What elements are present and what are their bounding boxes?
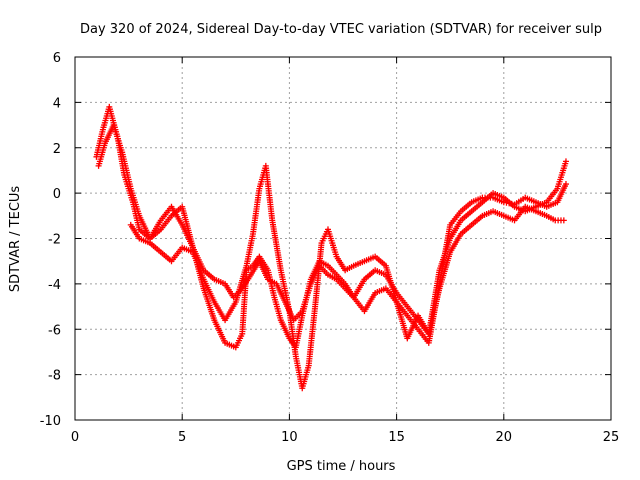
data-point	[560, 217, 567, 224]
series-track-a	[93, 103, 569, 351]
x-tick-label: 5	[178, 430, 186, 445]
series-track-b	[95, 122, 569, 337]
data-points	[93, 103, 569, 392]
y-tick-label: -8	[48, 369, 61, 384]
chart-title: Day 320 of 2024, Sidereal Day-to-day VTE…	[80, 22, 602, 37]
x-tick-label: 20	[496, 430, 513, 445]
y-tick-label: -10	[40, 414, 61, 429]
x-tick-label: 10	[281, 430, 298, 445]
data-point	[562, 181, 569, 188]
x-tick-label: 15	[388, 430, 405, 445]
y-tick-label: 0	[53, 187, 61, 202]
y-tick-label: 2	[53, 142, 61, 157]
y-tick-label: -2	[48, 233, 61, 248]
y-tick-label: 4	[53, 96, 61, 111]
axis-ticks: 0 5 10 15 20 25 -10 -8 -6 -4 -2 0 2 4 6	[40, 51, 620, 445]
y-axis-label: SDTVAR / TECUs	[8, 186, 23, 293]
y-tick-label: 6	[53, 51, 61, 66]
x-axis-label: GPS time / hours	[287, 459, 396, 474]
series-track-c	[127, 162, 567, 392]
data-point	[562, 158, 569, 165]
y-tick-label: -6	[48, 323, 61, 338]
x-tick-label: 0	[71, 430, 79, 445]
x-tick-label: 25	[603, 430, 620, 445]
y-tick-label: -4	[48, 278, 61, 293]
grid	[75, 57, 611, 420]
